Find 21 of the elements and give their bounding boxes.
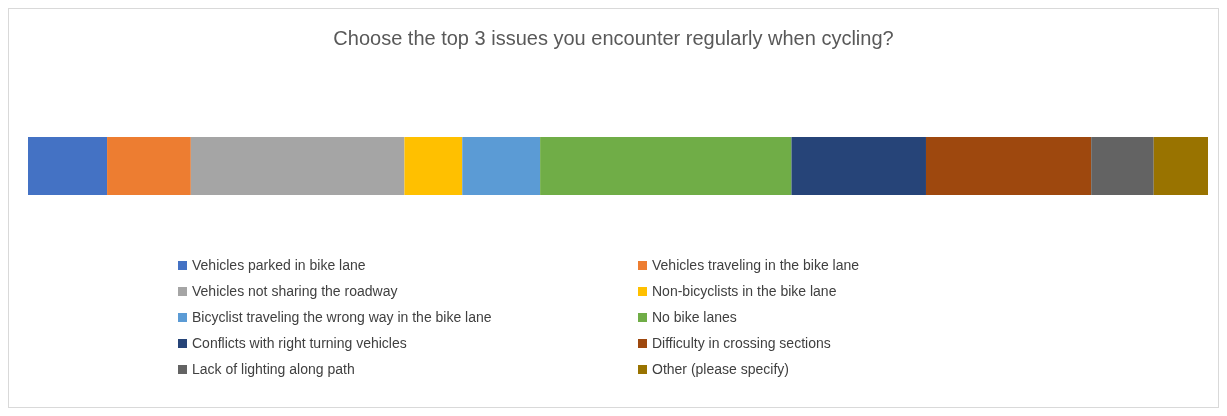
bar xyxy=(404,137,463,195)
legend-label: Lack of lighting along path xyxy=(192,361,355,377)
bar xyxy=(28,137,108,195)
bar xyxy=(107,137,191,195)
legend-label: Conflicts with right turning vehicles xyxy=(192,335,407,351)
legend-label: Vehicles parked in bike lane xyxy=(192,257,366,273)
bar xyxy=(190,137,405,195)
bar xyxy=(1153,137,1208,195)
legend-label: Vehicles not sharing the roadway xyxy=(192,283,398,299)
legend-label: Other (please specify) xyxy=(652,361,789,377)
chart-title: Choose the top 3 issues you encounter regularly when cycling? xyxy=(332,27,895,50)
legend-label: Non-bicyclists in the bike lane xyxy=(652,283,837,299)
bar xyxy=(791,137,926,195)
bar xyxy=(1091,137,1154,195)
legend-label: No bike lanes xyxy=(652,309,737,325)
bar xyxy=(462,137,541,195)
bar xyxy=(925,137,1092,195)
legend-label: Vehicles traveling in the bike lane xyxy=(652,257,860,273)
legend-label: Difficulty in crossing sections xyxy=(652,335,831,351)
legend-label: Bicyclist traveling the wrong way in the bike lane xyxy=(192,309,492,325)
bar xyxy=(540,137,792,195)
